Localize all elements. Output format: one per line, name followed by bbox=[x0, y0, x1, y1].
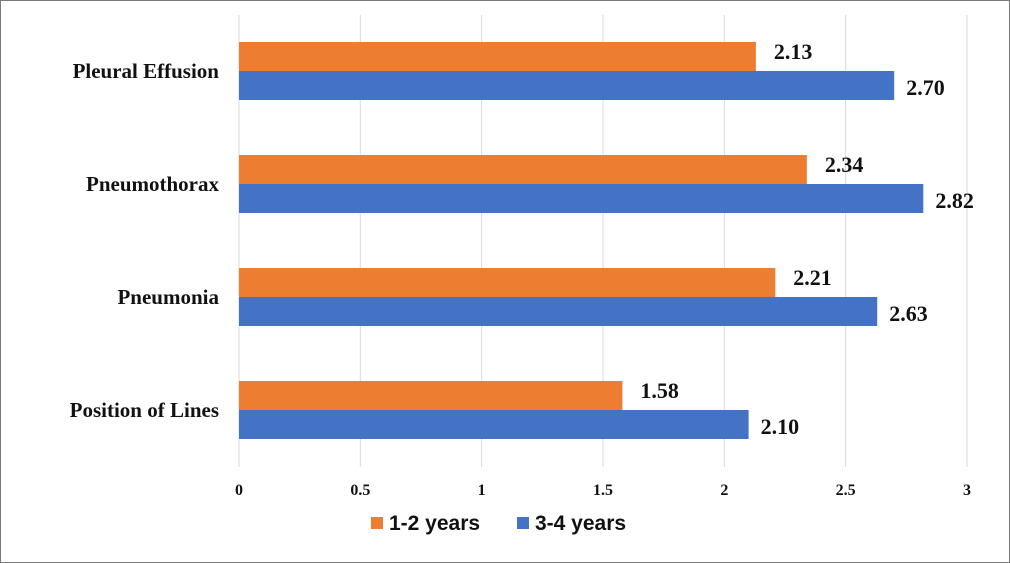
data-label: 2.82 bbox=[935, 188, 974, 213]
x-tick-label: 0 bbox=[235, 482, 243, 499]
bar-series-1 bbox=[239, 42, 756, 71]
data-label: 2.70 bbox=[906, 75, 945, 100]
data-label: 2.13 bbox=[774, 39, 813, 64]
bar-series-1 bbox=[239, 381, 623, 410]
category-label: Position of Lines bbox=[70, 398, 219, 422]
legend: 1-2 years 3-4 years bbox=[371, 512, 626, 535]
legend-label: 1-2 years bbox=[389, 512, 480, 535]
bar-series-1 bbox=[239, 268, 776, 297]
bar-series-2 bbox=[239, 297, 878, 326]
x-tick-label: 1.5 bbox=[593, 482, 613, 499]
bars bbox=[239, 42, 924, 439]
bar-series-1 bbox=[239, 155, 807, 184]
bar-series-2 bbox=[239, 71, 895, 100]
data-label: 1.58 bbox=[640, 378, 679, 403]
labels: 0 0.5 1 1.5 2 2.5 3 Pleural Effusion 2.13 2.70 Pne… bbox=[70, 39, 974, 499]
category-label: Pneumonia bbox=[117, 285, 219, 309]
x-tick-label: 0.5 bbox=[350, 482, 370, 499]
legend-swatch bbox=[517, 517, 529, 529]
x-tick-label: 3 bbox=[963, 482, 971, 499]
data-label: 2.34 bbox=[825, 152, 864, 177]
x-tick-label: 2 bbox=[720, 482, 728, 499]
legend-swatch bbox=[371, 517, 383, 529]
legend-label: 3-4 years bbox=[535, 512, 626, 535]
category-label: Pneumothorax bbox=[86, 172, 219, 196]
data-label: 2.10 bbox=[761, 414, 800, 439]
data-label: 2.63 bbox=[889, 301, 928, 326]
data-label: 2.21 bbox=[793, 265, 832, 290]
bar-series-2 bbox=[239, 410, 749, 439]
bar-series-2 bbox=[239, 184, 924, 213]
category-label: Pleural Effusion bbox=[73, 59, 220, 83]
x-tick-label: 1 bbox=[478, 482, 486, 499]
x-tick-label: 2.5 bbox=[836, 482, 856, 499]
